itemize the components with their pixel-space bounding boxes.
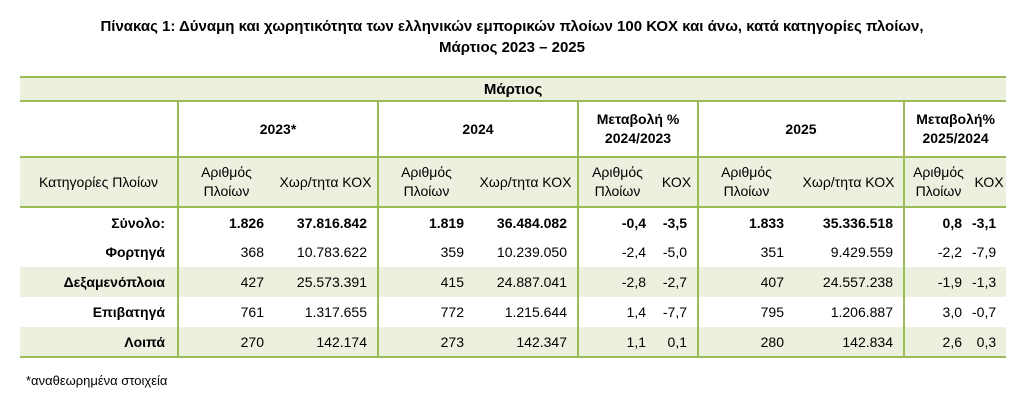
table-cell: -3,5 xyxy=(662,214,687,231)
table-cell: 3,0 xyxy=(903,297,972,327)
title-line-2: Μάρτιος 2023 – 2025 xyxy=(439,39,585,56)
sub-header: Χωρ/τητα ΚΟΧ xyxy=(794,157,904,208)
sub-header: Αριθμός Πλοίων xyxy=(697,157,794,208)
table-cell: -2,4 xyxy=(577,237,656,267)
sub-header: Χωρ/τητα ΚΟΧ xyxy=(474,157,578,208)
row-label: Επιβατηγά xyxy=(92,304,165,320)
table-cell: -2,2 xyxy=(903,237,972,267)
table-cell: -0,7 xyxy=(972,304,997,320)
sub-header: Αριθμός Πλοίων xyxy=(377,157,474,208)
table-cell: 1,4 xyxy=(577,297,656,327)
header-sub-row: Κατηγορίες Πλοίων Αριθμός Πλοίων Χωρ/τητ… xyxy=(20,157,1007,208)
table-title: Πίνακας 1: Δύναμη και χωρητικότητα των ε… xyxy=(0,16,1024,58)
table-cell: -2,8 xyxy=(577,267,656,297)
table-cell: 1.833 xyxy=(697,207,794,237)
footnote: *αναθεωρημένα στοιχεία xyxy=(26,373,168,388)
table-cell: 24.557.238 xyxy=(794,267,904,297)
table-cell: 761 xyxy=(177,297,274,327)
table-cell: -0,4 xyxy=(577,207,656,237)
table-row: Φορτηγά 368 10.783.622 359 10.239.050 -2… xyxy=(20,237,1006,267)
table-row: Επιβατηγά 761 1.317.655 772 1.215.644 1,… xyxy=(20,297,1006,327)
table-cell: 1.819 xyxy=(377,207,474,237)
table-cell: 359 xyxy=(377,237,474,267)
table-row-total: Σύνολο: 1.826 37.816.842 1.819 36.484.08… xyxy=(20,207,1006,237)
table-cell: 142.834 xyxy=(794,327,904,358)
table-row: Δεξαμενόπλοια 427 25.573.391 415 24.887.… xyxy=(20,267,1007,297)
table-cell: 2,6 xyxy=(903,327,972,358)
sub-header: Χωρ/τητα ΚΟΧ xyxy=(274,157,378,208)
table-cell: 772 xyxy=(377,297,474,327)
empty-corner xyxy=(20,101,178,158)
row-label: Λοιπά xyxy=(20,327,178,358)
table-cell: 280 xyxy=(697,327,794,358)
table-cell: 36.484.082 xyxy=(496,214,567,231)
table-cell: -7,9 xyxy=(972,244,997,260)
table-cell: 35.336.518 xyxy=(822,214,893,231)
sub-header: ΚΟΧ xyxy=(656,157,698,208)
table-cell: 0,3 xyxy=(972,327,1007,358)
title-line-1: Πίνακας 1: Δύναμη και χωρητικότητα των ε… xyxy=(100,18,924,35)
table-cell: -1,3 xyxy=(972,267,1007,297)
table-cell: 427 xyxy=(177,267,274,297)
group-change-2025-2024: Μεταβολή% 2025/2024 xyxy=(902,101,1007,158)
header-month-row: Μάρτιος xyxy=(20,76,1007,102)
table-cell: 368 xyxy=(177,237,274,267)
table-cell: -1,9 xyxy=(903,267,972,297)
table-cell: 1.206.887 xyxy=(830,304,893,320)
table-cell: -2,7 xyxy=(656,267,698,297)
row-label: Δεξαμενόπλοια xyxy=(20,267,178,297)
table-row: Λοιπά 270 142.174 273 142.347 1,1 0,1 28… xyxy=(20,327,1007,358)
group-change-2024-2023: Μεταβολή % 2024/2023 xyxy=(577,101,698,158)
group-2024: 2024 xyxy=(377,101,578,158)
table-cell: 351 xyxy=(697,237,794,267)
table-cell: 270 xyxy=(177,327,274,358)
row-label: Φορτηγά xyxy=(105,244,165,260)
table-cell: 10.783.622 xyxy=(296,244,367,260)
table-cell: -7,7 xyxy=(662,304,687,320)
table-cell: 415 xyxy=(377,267,474,297)
table-cell: -5,0 xyxy=(662,244,687,260)
table-cell: 37.816.842 xyxy=(296,214,367,231)
table-cell: 0,8 xyxy=(903,207,972,237)
table-cell: 273 xyxy=(377,327,474,358)
table-cell: 1.826 xyxy=(177,207,274,237)
table-cell: 10.239.050 xyxy=(496,244,567,260)
table-cell: 1,1 xyxy=(577,327,656,358)
header-group-row: 2023* 2024 Μεταβολή % 2024/2023 2025 Μετ… xyxy=(20,101,1007,158)
table-cell: 24.887.041 xyxy=(474,267,578,297)
ships-table: Μάρτιος 2023* 2024 Μεταβολή % 2024/2023 … xyxy=(20,76,1007,358)
table-cell: 0,1 xyxy=(656,327,698,358)
table-cell: 795 xyxy=(697,297,794,327)
table-cell: 1.317.655 xyxy=(304,304,367,320)
group-2023: 2023* xyxy=(177,101,378,158)
group-2025: 2025 xyxy=(697,101,904,158)
table-cell: 25.573.391 xyxy=(274,267,378,297)
table-cell: 142.174 xyxy=(274,327,378,358)
sub-header: Αριθμός Πλοίων xyxy=(177,157,274,208)
table-cell: 407 xyxy=(697,267,794,297)
table-cell: 1.215.644 xyxy=(504,304,567,320)
month-header: Μάρτιος xyxy=(20,76,1007,102)
category-header: Κατηγορίες Πλοίων xyxy=(20,157,178,208)
sub-header: ΚΟΧ xyxy=(972,157,1007,208)
table-cell: 142.347 xyxy=(474,327,578,358)
table-cell: 9.429.559 xyxy=(830,244,893,260)
sub-header: Αριθμός Πλοίων xyxy=(903,157,972,208)
sub-header: Αριθμός Πλοίων xyxy=(577,157,656,208)
table-cell: -3,1 xyxy=(972,214,997,231)
row-label: Σύνολο: xyxy=(111,214,165,231)
